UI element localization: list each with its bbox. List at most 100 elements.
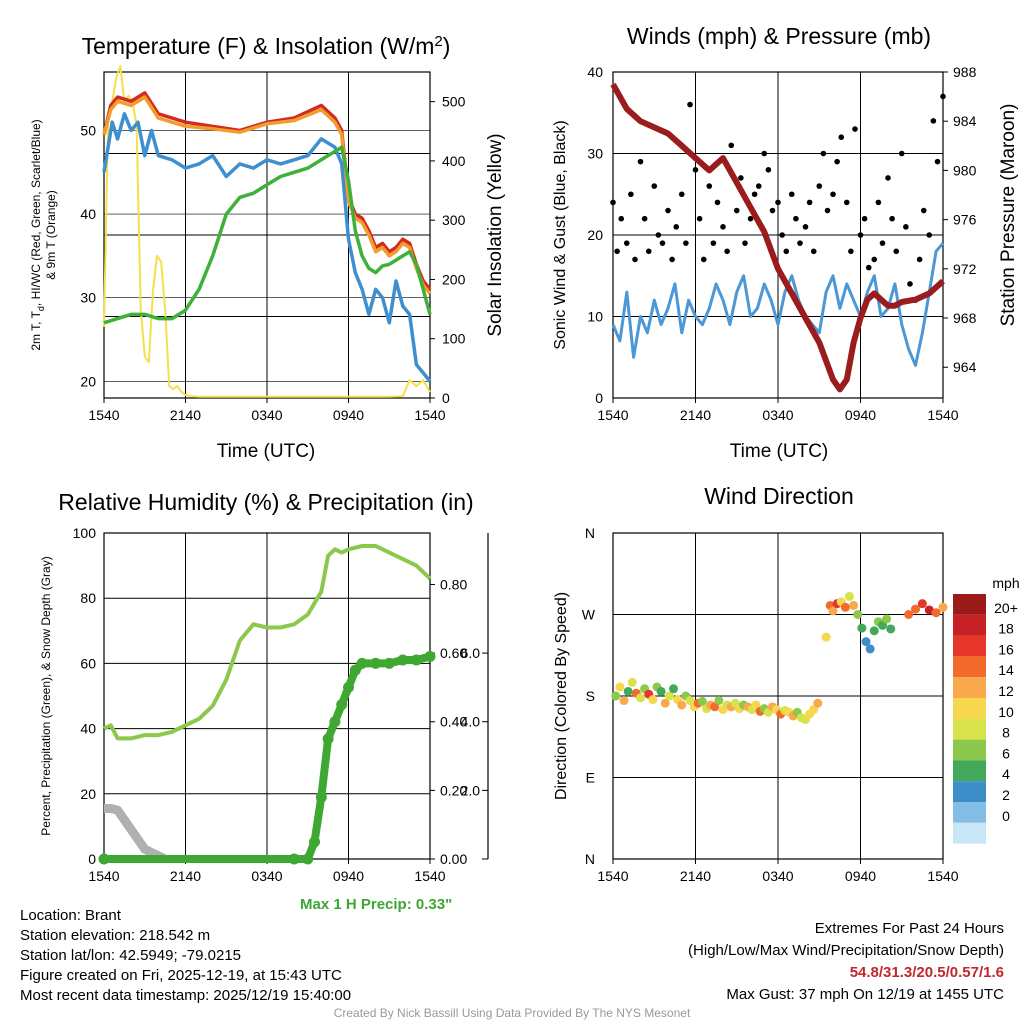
direction-point: [611, 691, 621, 701]
y3-tick-label: 6.0: [461, 645, 481, 661]
gust-point: [769, 207, 776, 214]
direction-point: [931, 608, 941, 618]
series-solar-insolation: [103, 65, 431, 398]
y-tick-label: 20: [80, 373, 96, 389]
gust-point: [655, 232, 662, 238]
gust-point: [934, 158, 941, 165]
gust-point: [669, 256, 675, 263]
gust-point: [852, 126, 858, 132]
gust-point: [843, 199, 850, 206]
y2-tick-label: 400: [442, 153, 466, 169]
gust-point: [788, 191, 795, 198]
legend-label: 2: [1002, 787, 1010, 803]
gust-point: [865, 264, 872, 271]
y2-tick-label: 984: [953, 113, 977, 129]
y-tick-label: 10: [587, 309, 603, 325]
series-station-pressure: [610, 82, 946, 393]
direction-point: [627, 677, 637, 687]
rh-yaxis-label: Percent, Precipitation (Green), & Snow D…: [39, 556, 53, 835]
gust-point: [742, 240, 748, 246]
max-gust: Max Gust: 37 mph On 12/19 at 1455 UTC: [726, 986, 1004, 1003]
direction-point: [938, 602, 948, 612]
direction-point: [911, 604, 920, 614]
gust-point: [875, 199, 882, 206]
precip-point: [424, 651, 436, 663]
legend-title: mph: [992, 575, 1019, 591]
gust-point: [761, 150, 768, 157]
gust-point: [824, 207, 831, 214]
y-tick-label: W: [582, 607, 596, 623]
x-tick-label: 2140: [170, 407, 201, 423]
gust-point: [706, 183, 713, 189]
gust-point: [738, 175, 744, 181]
legend-label: 0: [1002, 808, 1010, 824]
direction-point: [845, 591, 854, 601]
rh-panel-title: Relative Humidity (%) & Precipitation (i…: [58, 489, 473, 515]
gust-point: [751, 191, 758, 198]
gust-point: [710, 240, 717, 246]
gust-point: [838, 134, 845, 140]
gust-point: [665, 207, 671, 214]
y-tick-label: 80: [80, 590, 96, 606]
precip-point: [370, 657, 382, 669]
extremes-title: Extremes For Past 24 Hours: [814, 920, 1004, 937]
y-tick-label: S: [586, 688, 595, 704]
direction-point: [615, 682, 625, 692]
direction-point: [840, 602, 850, 612]
y-tick-label: 40: [80, 206, 96, 222]
gust-point: [687, 101, 693, 108]
gust-point: [714, 199, 721, 206]
gust-point: [940, 93, 946, 100]
x-tick-label: 1540: [597, 868, 628, 884]
extremes-subtitle: (High/Low/Max Wind/Precipitation/Snow De…: [688, 942, 1004, 959]
y-tick-label: 40: [587, 64, 603, 80]
precip-point: [288, 853, 300, 865]
legend-label: 16: [998, 641, 1014, 657]
y2-tick-label: 0.00: [440, 851, 467, 867]
precip-point: [302, 853, 314, 865]
gust-point: [696, 215, 703, 222]
x-tick-label: 1540: [88, 407, 119, 423]
x-tick-label: 1540: [927, 407, 958, 423]
gust-point: [926, 232, 933, 238]
precip-point: [322, 733, 334, 745]
gust-point: [623, 240, 630, 246]
y2-tick-label: 500: [442, 94, 466, 110]
x-tick-label: 0340: [762, 407, 793, 423]
gust-point: [916, 256, 923, 263]
wind-panel: Winds (mph) & Pressure (mb) Time (UTC) S…: [552, 23, 1019, 462]
y-tick-label: 20: [587, 227, 603, 243]
gust-point: [610, 199, 616, 206]
y2-tick-label: 980: [953, 162, 977, 178]
direction-point: [882, 614, 892, 624]
gust-point: [885, 175, 891, 181]
gust-point: [898, 150, 905, 157]
legend-swatch: [953, 677, 986, 698]
legend-swatch: [953, 718, 986, 740]
gust-point: [783, 248, 790, 255]
y-tick-label: 0: [88, 851, 96, 867]
series-relative-humidity: [103, 544, 432, 741]
x-tick-label: 0340: [251, 407, 282, 423]
direction-point: [697, 696, 707, 706]
precip-point: [397, 654, 409, 666]
gust-point: [637, 158, 644, 165]
legend-label: 6: [1002, 745, 1010, 761]
legend-swatch: [953, 781, 986, 802]
humidity-panel: Relative Humidity (%) & Precipitation (i…: [39, 489, 474, 836]
legend-swatch: [953, 802, 986, 823]
direction-point: [857, 623, 867, 633]
gust-point: [733, 207, 740, 214]
gust-point: [834, 158, 840, 165]
temp-panel-title: Temperature (F) & Insolation (W/m2): [82, 33, 451, 59]
legend-swatch: [953, 760, 986, 782]
direction-panel: Wind Direction Direction (Colored By Spe…: [553, 483, 854, 800]
y2-tick-label: 300: [442, 212, 466, 228]
y3-tick-label: 2.0: [461, 782, 481, 798]
x-tick-label: 2140: [680, 868, 711, 884]
precip-point: [315, 791, 327, 803]
y2-tick-label: 0.60: [440, 645, 467, 661]
gust-point: [775, 199, 781, 206]
x-tick-label: 2140: [680, 407, 711, 423]
